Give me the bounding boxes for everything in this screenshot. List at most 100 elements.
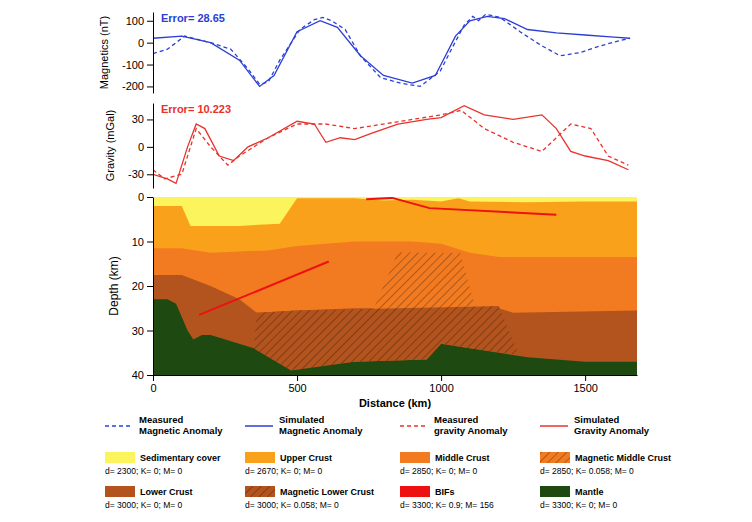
tick-mark <box>147 43 153 44</box>
x-axis: 0 500 1000 1500 <box>150 375 637 394</box>
tick-label: 1000 <box>429 382 453 394</box>
legend-swatch <box>105 452 135 463</box>
legend-swatch <box>400 486 430 497</box>
tick: -100 <box>122 59 153 71</box>
plot-area <box>153 106 628 184</box>
tick-mark <box>147 242 153 243</box>
legend-properties: d= 3000; K= 0; M= 0 <box>105 500 183 510</box>
axis-line <box>153 13 154 94</box>
tick: 30 <box>132 113 153 125</box>
legend-properties: d= 3300; K= 0.9; M= 156 <box>400 500 494 510</box>
legend-label: Measuredgravity Anomaly <box>434 414 508 436</box>
axis-line <box>153 198 154 376</box>
legend-label: Mantle <box>575 487 604 497</box>
tick-label: 0 <box>138 37 144 49</box>
tick-mark <box>297 375 298 381</box>
plot-area <box>153 197 637 375</box>
layer-area <box>153 242 637 376</box>
tick-label: 1500 <box>573 382 597 394</box>
series-line <box>153 16 630 86</box>
figure: -200-1000100Magnetics (nT)Error= 28.65-3… <box>0 0 752 522</box>
tick-mark <box>147 119 153 120</box>
legend-label: Sedimentary cover <box>140 453 221 463</box>
legend-item: Magnetic Lower Crustd= 3000; K= 0.058; M… <box>245 486 374 510</box>
legend-properties: d= 2300; K= 0; M= 0 <box>105 466 183 476</box>
plot-area <box>153 14 630 86</box>
tick: 0 <box>138 191 153 203</box>
legend-properties: d= 3300; K= 0; M= 0 <box>540 500 618 510</box>
legend-label: SimulatedMagnetic Anomaly <box>279 414 363 436</box>
tick-mark <box>147 331 153 332</box>
tick-label: 0 <box>138 141 144 153</box>
series-line <box>153 14 630 86</box>
tick-mark <box>147 197 153 198</box>
legend-item: MeasuredMagnetic Anomaly <box>105 414 223 436</box>
legend-item: Sedimentary cover d= 2300; K= 0; M= 0 <box>105 452 221 476</box>
annotation: Error= 28.65 <box>161 12 225 24</box>
legend-item: Mantle d= 3300; K= 0; M= 0 <box>540 486 618 510</box>
legend-swatch <box>245 452 275 463</box>
bif-line <box>199 198 556 315</box>
tick: 30 <box>132 325 153 337</box>
legend-line <box>105 425 133 427</box>
tick-label: -100 <box>122 59 144 71</box>
tick-label: -30 <box>128 168 144 180</box>
layer-area <box>153 198 637 375</box>
legend-label: Magnetic Lower Crust <box>280 487 374 497</box>
legend-label: SimulatedGravity Anomaly <box>574 414 650 436</box>
legend-properties: d= 2670; K= 0; M= 0 <box>245 466 323 476</box>
legend: MeasuredMagnetic Anomaly SimulatedMagneti… <box>105 414 671 510</box>
axis-title: Depth (km) <box>107 256 121 315</box>
tick-mark <box>441 375 442 381</box>
legend-properties: d= 2850; K= 0; M= 0 <box>400 466 478 476</box>
axis-line <box>153 104 154 189</box>
legend-swatch <box>245 486 275 497</box>
tick-label: 30 <box>132 113 144 125</box>
legend-label: BIFs <box>435 487 455 497</box>
series-line <box>153 110 628 179</box>
layer-area <box>153 197 637 375</box>
annotation: Error= 10.223 <box>161 103 231 115</box>
tick-label: 0 <box>150 382 156 394</box>
y-axis: -200 -100 0 100 <box>122 13 154 94</box>
legend-label: Lower Crust <box>140 487 193 497</box>
axis-title: Gravity (mGal) <box>104 110 116 182</box>
y-axis: -30 0 30 <box>128 104 153 189</box>
legend-label: MeasuredMagnetic Anomaly <box>139 414 223 436</box>
tick: 0 <box>150 375 156 394</box>
layer-area <box>153 299 637 375</box>
tick: 20 <box>132 280 153 292</box>
tick: -30 <box>128 168 153 180</box>
tick-mark <box>147 65 153 66</box>
legend-item: SimulatedGravity Anomaly <box>540 414 650 436</box>
tick: 0 <box>138 37 153 49</box>
tick: 1000 <box>429 375 453 394</box>
legend-label: Upper Crust <box>280 453 332 463</box>
legend-item: Measuredgravity Anomaly <box>400 414 508 436</box>
legend-swatch <box>540 486 570 497</box>
tick: 1500 <box>573 375 597 394</box>
axis-title: Magnetics (nT) <box>98 16 110 89</box>
tick: 500 <box>288 375 306 394</box>
legend-line <box>540 425 568 427</box>
layer-polygon <box>373 252 475 310</box>
legend-label: Magnetic Middle Crust <box>575 453 671 463</box>
legend-label: Middle Crust <box>435 453 490 463</box>
tick-mark <box>147 286 153 287</box>
tick-mark <box>147 147 153 148</box>
legend-line <box>245 425 273 427</box>
legend-swatch <box>400 452 430 463</box>
tick: 0 <box>138 141 153 153</box>
tick-label: -200 <box>122 80 144 92</box>
legend-properties: d= 2850; K= 0.058; M= 0 <box>540 466 634 476</box>
tick-mark <box>147 86 153 87</box>
tick-label: 10 <box>132 236 144 248</box>
legend-item: Upper Crust d= 2670; K= 0; M= 0 <box>245 452 332 476</box>
legend-swatch <box>540 452 570 463</box>
legend-item: Middle Crust d= 2850; K= 0; M= 0 <box>400 452 490 476</box>
legend-swatch <box>105 486 135 497</box>
axis-line <box>154 375 638 376</box>
layer-polygon <box>254 306 519 371</box>
tick-label: 500 <box>288 382 306 394</box>
tick-label: 100 <box>126 15 144 27</box>
